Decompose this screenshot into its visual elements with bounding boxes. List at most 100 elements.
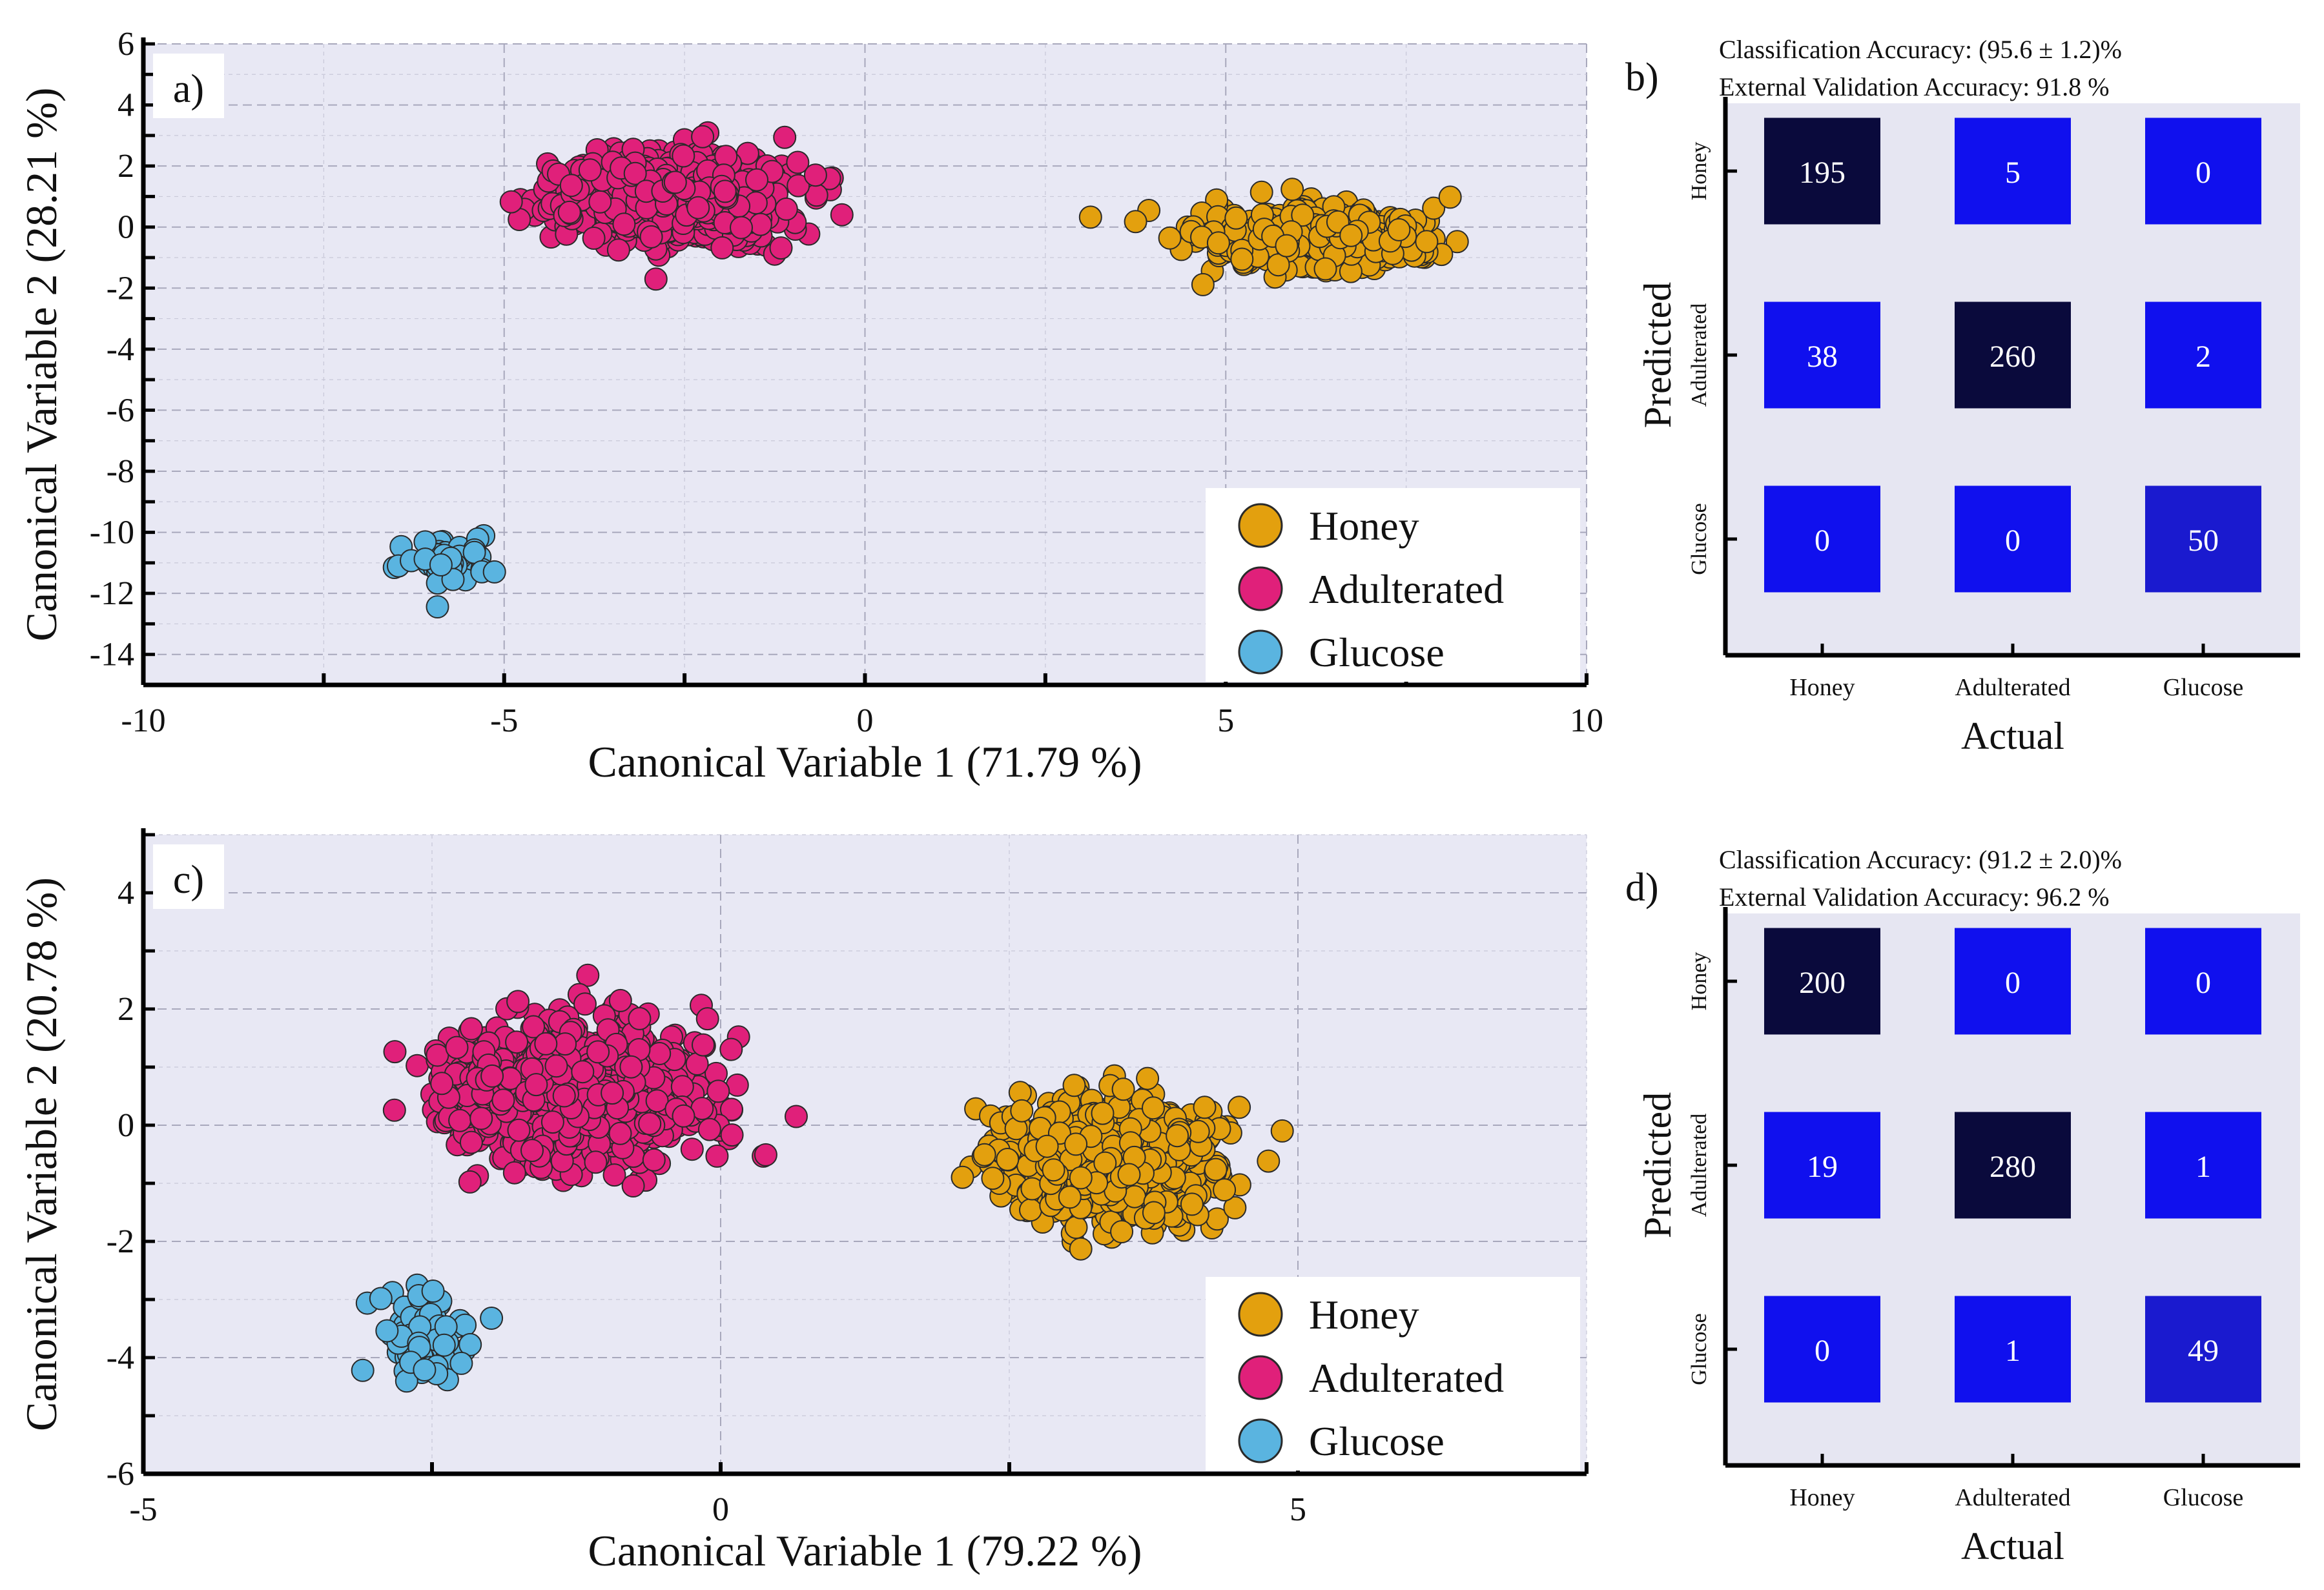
data-point-adulterated (586, 1040, 610, 1064)
x-tick-label: 0 (712, 1491, 729, 1528)
data-point-honey (1249, 180, 1273, 204)
data-point-honey (1042, 1158, 1065, 1182)
x-category-label: Honey (1789, 674, 1855, 701)
y-tick-label: 2 (118, 148, 134, 185)
data-point-honey (972, 1143, 996, 1167)
x-axis-label: Canonical Variable 1 (71.79 %) (588, 737, 1142, 786)
data-point-honey (1069, 1237, 1093, 1261)
data-point-honey (1223, 1196, 1247, 1219)
matrix-cell-value: 0 (1815, 524, 1830, 558)
data-point-adulterated (459, 1017, 483, 1041)
data-point-honey (1275, 234, 1299, 258)
scatter-panel-c: -5 0 5 4 2 0 -2 -4 -6 Canonical Variable 1 (79.22… (17, 828, 1589, 1575)
data-point-adulterated (692, 1033, 715, 1057)
data-point-adulterated (559, 174, 583, 198)
matrix-cell-value: 38 (1807, 340, 1838, 374)
data-point-glucose (458, 1332, 482, 1356)
data-point-adulterated (588, 190, 612, 214)
data-point-adulterated (710, 236, 734, 260)
legend-label-adulterated: Adulterated (1309, 566, 1504, 612)
data-point-adulterated (730, 216, 753, 240)
data-point-adulterated (571, 1060, 595, 1084)
data-point-honey (1206, 231, 1230, 255)
y-tick-label: -2 (107, 1223, 134, 1260)
data-point-honey (1415, 230, 1439, 254)
matrix-cell-value: 0 (1815, 1334, 1830, 1368)
data-point-adulterated (686, 196, 710, 219)
data-point-adulterated (552, 1084, 576, 1108)
data-point-honey (1091, 1101, 1115, 1125)
data-point-honey (1010, 1099, 1034, 1123)
data-point-adulterated (540, 1110, 564, 1134)
matrix-cell (2145, 1296, 2261, 1403)
data-point-honey (1270, 1119, 1294, 1143)
x-tick-label: -5 (490, 702, 518, 739)
y-tick-label: 0 (118, 1107, 134, 1144)
x-axis-label: Canonical Variable 1 (79.22 %) (588, 1526, 1142, 1575)
data-point-adulterated (803, 163, 827, 187)
legend-marker-adulterated (1238, 1355, 1283, 1400)
data-point-adulterated (458, 1170, 482, 1194)
matrix-cell (1955, 1296, 2071, 1403)
matrix-cell (2145, 928, 2261, 1035)
data-point-honey (1069, 1166, 1093, 1190)
data-point-adulterated (623, 161, 647, 185)
data-point-adulterated (670, 1075, 694, 1099)
data-point-adulterated (774, 197, 798, 221)
data-point-glucose (462, 540, 486, 564)
data-point-honey (1111, 1077, 1135, 1101)
classification-accuracy-title: Classification Accuracy: (95.6 ± 1.2)% (1719, 35, 2122, 64)
data-point-honey (1266, 253, 1290, 277)
data-point-adulterated (426, 1043, 449, 1067)
data-point-honey (1136, 1066, 1160, 1090)
series-honey (1078, 178, 1469, 296)
data-point-adulterated (642, 1148, 666, 1172)
matrix-cell-value: 0 (2005, 966, 2021, 1000)
data-point-adulterated (713, 179, 737, 203)
data-point-adulterated (576, 963, 600, 987)
series-honey (951, 1064, 1294, 1261)
data-point-adulterated (448, 1108, 472, 1132)
points (382, 121, 1469, 618)
data-point-adulterated (639, 225, 663, 249)
data-point-honey (1204, 1157, 1228, 1181)
data-point-adulterated (672, 144, 695, 168)
y-axis-title: Predicted (1636, 282, 1679, 429)
panel-label-box (153, 54, 224, 118)
x-tick-label: 5 (1290, 1491, 1306, 1528)
matrix-cell (1955, 1112, 2071, 1219)
data-point-adulterated (787, 174, 810, 198)
y-category-label: Honey (1687, 952, 1711, 1011)
external-validation-title: External Validation Accuracy: 96.2 % (1719, 882, 2110, 912)
y-tick-label: 0 (118, 209, 134, 246)
legend-label-glucose: Glucose (1309, 629, 1445, 675)
x-tick-label: 10 (1570, 702, 1603, 739)
data-point-adulterated (459, 1130, 483, 1154)
data-point-adulterated (534, 1032, 558, 1055)
data-point-glucose (449, 1351, 473, 1375)
data-point-honey (1339, 223, 1363, 247)
data-point-adulterated (619, 1055, 643, 1079)
data-point-adulterated (608, 1121, 632, 1145)
data-point-honey (1019, 1198, 1042, 1222)
y-axis-title: Predicted (1636, 1092, 1679, 1239)
points (351, 963, 1294, 1393)
data-point-adulterated (719, 1097, 743, 1121)
matrix-cell (1764, 117, 1880, 225)
matrix-cell (2145, 1112, 2261, 1219)
data-point-adulterated (524, 1073, 548, 1097)
y-tick-label: -2 (107, 270, 134, 307)
data-point-adulterated (608, 988, 632, 1012)
data-point-adulterated (672, 1104, 695, 1128)
data-point-adulterated (773, 125, 797, 149)
data-point-adulterated (645, 1089, 669, 1113)
data-point-honey (951, 1165, 974, 1189)
y-tick-label: 4 (118, 875, 134, 912)
data-point-glucose (480, 1307, 504, 1330)
y-tick-label: -6 (107, 392, 134, 429)
matrix-cell-value: 49 (2188, 1334, 2219, 1368)
data-point-glucose (375, 1319, 399, 1343)
matrix-cell (1764, 928, 1880, 1035)
y-tick-label: -6 (107, 1456, 134, 1493)
data-point-honey (1058, 1185, 1082, 1209)
